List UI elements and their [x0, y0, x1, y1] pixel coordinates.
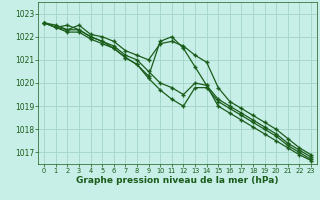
X-axis label: Graphe pression niveau de la mer (hPa): Graphe pression niveau de la mer (hPa)	[76, 176, 279, 185]
